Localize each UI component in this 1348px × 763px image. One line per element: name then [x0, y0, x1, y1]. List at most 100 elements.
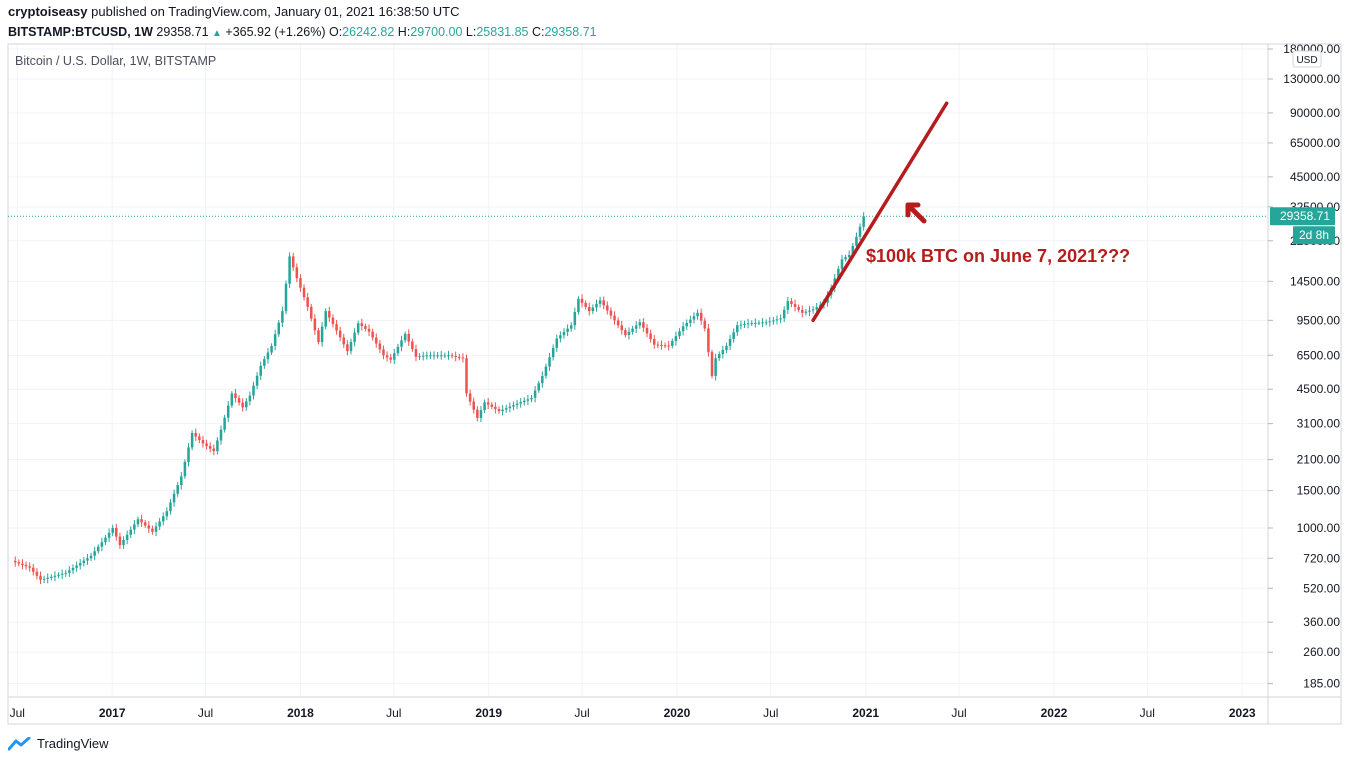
candle-body [75, 565, 78, 568]
candle-body [801, 309, 804, 313]
candle-body [512, 405, 515, 407]
candle-body [736, 325, 739, 333]
candle-body [775, 319, 779, 321]
candle-body [663, 345, 667, 347]
countdown-label: 2d 8h [1299, 228, 1329, 242]
candle-body [136, 519, 140, 525]
candle-body [797, 306, 800, 310]
candle-body [389, 357, 392, 360]
candle-body [371, 331, 374, 338]
candle-body [180, 476, 183, 486]
time-tick-label: Jul [198, 706, 213, 720]
price-tags: 29358.71 2d 8h [1270, 207, 1335, 245]
candle-body [411, 341, 414, 350]
candle-body [479, 410, 483, 418]
candle-body [414, 349, 418, 357]
candle-body [476, 409, 479, 418]
candle-body [317, 330, 320, 343]
time-tick-label: 2023 [1229, 706, 1256, 720]
candle-body [78, 563, 82, 566]
candle-body [216, 440, 219, 452]
candle-body [313, 318, 317, 331]
price-tick-label: 2100.00 [1297, 453, 1341, 467]
time-tick-label: 2020 [664, 706, 691, 720]
candle-body [169, 502, 172, 512]
candle-body [338, 330, 342, 338]
candle-body [158, 521, 161, 527]
candle-body [750, 323, 753, 325]
price-tick-label: 1500.00 [1297, 484, 1341, 498]
price-tick-label: 14500.00 [1290, 274, 1340, 288]
candle-body [490, 404, 494, 407]
candle-body [421, 355, 425, 357]
candle-body [115, 527, 118, 537]
candle-body [396, 346, 400, 354]
candle-body [515, 403, 519, 406]
price-tick-label: 65000.00 [1290, 136, 1340, 150]
currency-tag[interactable]: USD [1292, 50, 1322, 68]
candle-body [764, 322, 768, 324]
candle-body [793, 304, 797, 307]
candle-body [223, 417, 226, 430]
price-tick-label: 4500.00 [1297, 382, 1341, 396]
candle-body [674, 336, 678, 341]
candle-body [161, 516, 165, 522]
candle-body [681, 326, 685, 332]
candle-body [858, 226, 862, 237]
candle-body [649, 333, 652, 340]
price-tick-label: 90000.00 [1290, 106, 1340, 120]
candle-body [717, 354, 721, 359]
candle-body [584, 302, 587, 307]
candle-body [840, 259, 844, 269]
candle-body [844, 257, 847, 260]
candle-body [259, 365, 262, 376]
candle-body [299, 278, 302, 288]
candle-body [847, 254, 851, 258]
time-tick-label: Jul [386, 706, 401, 720]
candle-body [504, 408, 508, 410]
time-tick-label: Jul [763, 706, 778, 720]
candle-body [324, 311, 327, 327]
candle-body [530, 397, 533, 400]
current-price-tag [1270, 207, 1335, 226]
author-name[interactable]: cryptoiseasy [8, 4, 88, 19]
tradingview-footer[interactable]: TradingView [8, 736, 109, 751]
open-value: 26242.82 [342, 25, 395, 39]
candle-body [862, 216, 865, 227]
price-tick-label: 6500.00 [1297, 348, 1341, 362]
candle-body [237, 398, 241, 403]
candle-body [346, 344, 349, 352]
candle-body [291, 256, 295, 268]
candle-body [64, 572, 68, 574]
annotation-text: $100k BTC on June 7, 2021??? [866, 246, 1130, 266]
candle-body [808, 310, 811, 312]
candle-body [263, 359, 266, 366]
candle-body [190, 432, 194, 448]
candle-body [349, 341, 353, 352]
candle-body [754, 322, 757, 324]
footer-brand: TradingView [37, 736, 109, 751]
price-tick-label: 9500.00 [1297, 313, 1341, 327]
price-tick-label: 720.00 [1303, 551, 1340, 565]
candle-body [772, 320, 775, 322]
countdown-tag [1293, 226, 1335, 245]
candle-body [562, 331, 566, 336]
candle-body [432, 355, 436, 357]
candle-body [118, 536, 122, 546]
candle-body [151, 528, 154, 532]
candle-body [779, 318, 782, 320]
candle-body [273, 334, 277, 346]
price-tick-label: 520.00 [1303, 581, 1340, 595]
price-tick-label: 1000.00 [1297, 521, 1341, 535]
candle-body [447, 355, 450, 357]
price-tick-label: 260.00 [1303, 645, 1340, 659]
candle-body [335, 324, 338, 331]
candle-body [183, 461, 187, 477]
candle-body [696, 312, 699, 317]
candle-body [385, 355, 389, 358]
candle-body [407, 333, 411, 342]
candle-body [288, 256, 291, 284]
price-tick-label: 45000.00 [1290, 170, 1340, 184]
candle-body [17, 562, 21, 564]
